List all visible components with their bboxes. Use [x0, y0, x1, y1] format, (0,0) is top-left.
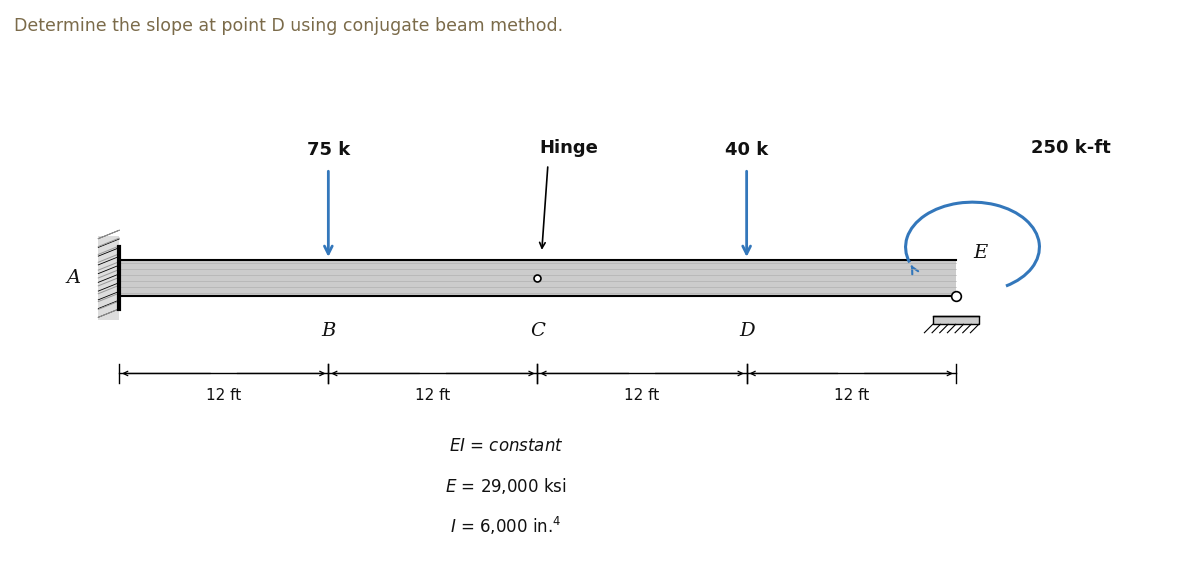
Text: Hinge: Hinge: [539, 139, 599, 157]
Text: 75 k: 75 k: [307, 141, 350, 158]
Text: 12 ft: 12 ft: [206, 388, 242, 402]
Text: $E$ = 29,000 ksi: $E$ = 29,000 ksi: [445, 476, 566, 496]
Text: 40 k: 40 k: [725, 141, 769, 158]
Text: 250 k-ft: 250 k-ft: [1031, 139, 1110, 157]
Text: B: B: [321, 321, 336, 340]
Text: $I$ = 6,000 in.$^4$: $I$ = 6,000 in.$^4$: [450, 515, 562, 538]
Text: 12 ft: 12 ft: [625, 388, 659, 402]
Bar: [99, 236, 119, 320]
Text: 12 ft: 12 ft: [415, 388, 451, 402]
Text: C: C: [530, 321, 545, 340]
Text: E: E: [973, 244, 988, 262]
Text: A: A: [67, 269, 80, 287]
Text: 12 ft: 12 ft: [833, 388, 869, 402]
Bar: [933, 316, 979, 324]
Bar: [119, 260, 956, 296]
Text: $EI$ = constant: $EI$ = constant: [449, 437, 563, 455]
Text: D: D: [739, 321, 754, 340]
Bar: [99, 236, 119, 320]
Text: Determine the slope at point D using conjugate beam method.: Determine the slope at point D using con…: [14, 17, 563, 35]
